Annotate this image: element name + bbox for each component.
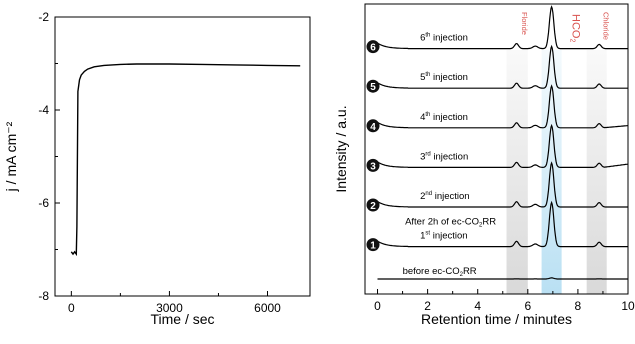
x-tick-label-3: 6	[524, 299, 531, 313]
band-chloride	[586, 50, 607, 294]
right-chart-chromatogram: 0 2 4 6 8 10 Retention time / minutes Intensity…	[333, 3, 635, 327]
y-tick-label-0: -8	[38, 289, 49, 303]
trace-pre-label-1: After 2h of ec-CO2RR	[405, 217, 496, 229]
trace-marker-4	[366, 119, 380, 133]
trace-6	[377, 5, 628, 50]
trace-label-4: 4th injection	[420, 112, 468, 123]
trace-0	[377, 277, 628, 280]
band-floride	[506, 50, 528, 294]
x-tick-label-2: 6000	[254, 301, 281, 315]
trace-label-1: 1st injection	[420, 231, 467, 242]
trace-label-0: before ec-CO2RR	[403, 266, 477, 278]
trace-marker-2	[366, 198, 380, 212]
plot-frame	[54, 16, 311, 297]
trace-label-2: 2nd injection	[420, 191, 469, 202]
band-hco	[541, 50, 562, 294]
trace-marker-label-6: 6	[370, 43, 376, 54]
trace-1	[377, 200, 628, 248]
x-axis-label: Retention time / minutes	[421, 311, 572, 327]
trace-3	[377, 123, 629, 169]
plot-frame	[364, 3, 629, 295]
x-tick-label-1: 2	[424, 299, 431, 313]
series-line-0	[70, 63, 301, 257]
y-tick-label-1: -6	[38, 196, 49, 210]
x-tick-label-0: 0	[374, 299, 381, 313]
trace-label-5: 5th injection	[420, 72, 468, 83]
trace-marker-5	[366, 79, 380, 93]
x-tick-label-5: 10	[621, 299, 635, 313]
trace-marker-label-4: 4	[370, 122, 376, 133]
trace-5	[377, 44, 628, 89]
x-axis-label: Time / sec	[150, 311, 214, 327]
y-tick-label-2: -4	[38, 103, 49, 117]
y-axis-label: Intensity / a.u.	[333, 105, 349, 192]
band-label-floride: Floride	[520, 12, 529, 35]
trace-2	[377, 161, 628, 208]
x-tick-label-4: 8	[575, 299, 582, 313]
x-tick-label-1: 3000	[156, 301, 183, 315]
band-label-hco2: HCO2	[568, 14, 581, 42]
trace-marker-label-1: 1	[370, 241, 376, 252]
trace-marker-label-2: 2	[370, 201, 376, 212]
band-label-chloride: Chloride	[601, 12, 610, 40]
trace-marker-6	[366, 40, 380, 54]
x-tick-label-2: 4	[474, 299, 481, 313]
trace-marker-label-5: 5	[370, 82, 376, 93]
y-axis-label: j / mA cm⁻²	[3, 121, 19, 192]
trace-4	[377, 84, 629, 129]
trace-marker-1	[366, 238, 380, 252]
trace-marker-3	[366, 158, 380, 172]
trace-label-3: 3rd injection	[420, 151, 468, 162]
x-tick-label-0: 0	[68, 301, 75, 315]
left-chart-cv: 0 3000 6000 -8 -6 -4 -2 Time / sec j / mA cm⁻²	[3, 10, 311, 327]
y-tick-label-3: -2	[38, 10, 49, 24]
trace-marker-label-3: 3	[370, 161, 376, 172]
trace-label-6: 6th injection	[420, 33, 468, 44]
